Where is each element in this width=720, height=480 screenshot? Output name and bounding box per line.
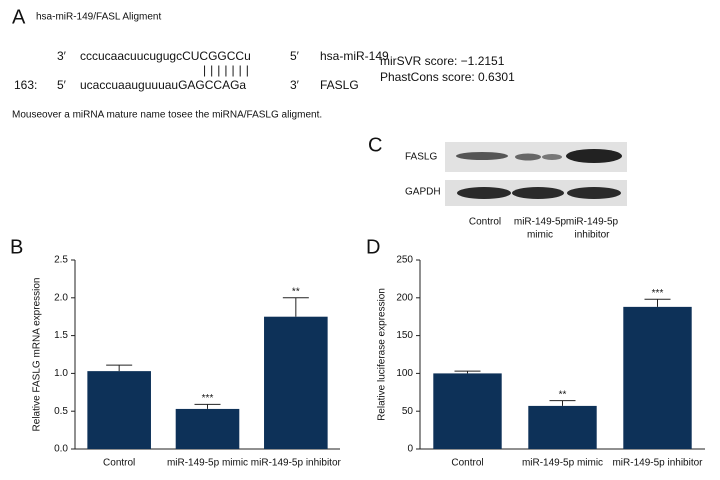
panel-label: B <box>10 236 23 258</box>
bar <box>87 371 151 449</box>
y-tick-label: 150 <box>396 330 413 341</box>
pairing: ||||||| <box>203 63 253 77</box>
y-tick-label: 250 <box>396 255 413 266</box>
mirna-end: 3′ <box>57 49 67 63</box>
target-end: 5′ <box>57 78 67 92</box>
y-tick-label: 2.0 <box>54 292 68 303</box>
y-tick-label: 50 <box>402 406 414 417</box>
bar <box>528 405 597 449</box>
x-tick-label: miR-149-5p inhibitor <box>251 458 342 469</box>
significance: *** <box>652 288 664 299</box>
lane-label: Control <box>469 217 501 228</box>
x-tick-label: Control <box>451 458 483 469</box>
bar <box>623 306 692 449</box>
blot-row-label: GAPDH <box>405 187 441 198</box>
x-tick-label: miR-149-5p inhibitor <box>612 458 703 469</box>
y-tick-label: 1.0 <box>54 368 68 379</box>
y-tick-label: 0 <box>407 444 413 455</box>
significance: ** <box>559 389 567 400</box>
y-tick-label: 2.5 <box>54 255 68 266</box>
lane-label: miR-149-5p <box>566 217 619 228</box>
x-tick-label: miR-149-5p mimic <box>167 458 248 469</box>
target-end: 3′ <box>290 78 300 92</box>
target-position: 163: <box>14 78 37 92</box>
y-tick-label: 200 <box>396 292 413 303</box>
blot-row-label: FASLG <box>405 152 437 163</box>
lane-label: inhibitor <box>574 230 610 241</box>
y-tick-label: 1.5 <box>54 330 68 341</box>
score: PhastCons score: 0.6301 <box>380 70 515 84</box>
target-name: FASLG <box>320 78 359 92</box>
bar <box>264 316 328 449</box>
lane-label: mimic <box>527 230 553 241</box>
y-tick-label: 100 <box>396 368 413 379</box>
mirna-end: 5′ <box>290 49 300 63</box>
bar <box>175 408 240 449</box>
panel-label: A <box>12 6 26 28</box>
target-sequence: ucaccuaauguuuauGAGCCAGa <box>80 78 246 92</box>
mirna-sequence: cccucaacuucugugcCUCGGCCu <box>80 49 251 63</box>
score: mirSVR score: −1.2151 <box>380 54 505 68</box>
alignment-title: hsa-miR-149/FASL Aligment <box>36 12 161 23</box>
panel-label: D <box>366 236 380 258</box>
significance: *** <box>202 393 214 404</box>
x-tick-label: miR-149-5p mimic <box>522 458 603 469</box>
y-tick-label: 0.0 <box>54 444 68 455</box>
y-axis-label: Relative FASLG mRNA expression <box>32 278 43 432</box>
note: Mouseover a miRNA mature name tosee the … <box>12 110 322 121</box>
x-tick-label: Control <box>103 458 135 469</box>
panel-label: C <box>368 134 382 156</box>
y-axis-label: Relative luciferase expression <box>377 288 388 421</box>
y-tick-label: 0.5 <box>54 406 68 417</box>
blot <box>445 142 627 206</box>
mirna-name: hsa-miR-149 <box>320 49 389 63</box>
bar <box>433 373 502 449</box>
lane-label: miR-149-5p <box>514 217 567 228</box>
significance: ** <box>292 286 300 297</box>
